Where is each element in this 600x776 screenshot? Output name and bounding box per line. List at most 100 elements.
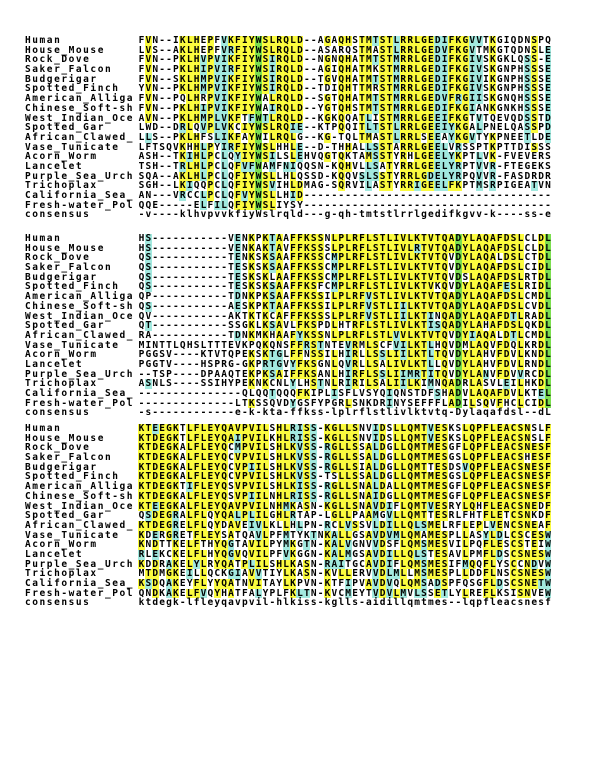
residue-cell: H xyxy=(338,368,345,380)
residue-cell: - xyxy=(303,44,310,56)
residue-cell: V xyxy=(331,568,338,580)
residue-cell: K xyxy=(248,262,256,274)
residue-cell: - xyxy=(221,252,227,264)
residue-cell: T xyxy=(144,461,152,473)
residue-cell: F xyxy=(289,300,297,312)
residue-cell: L xyxy=(489,587,497,599)
sequence-text: KTEEGKTLFLEYQAVPVILSHLRISS-KGLLSNVIDSLLQ… xyxy=(138,423,552,434)
residue-cell: F xyxy=(482,539,490,551)
residue-cell: Q xyxy=(406,578,414,589)
residue-cell: P xyxy=(241,510,249,522)
residue-cell: T xyxy=(303,587,311,599)
residue-cell: L xyxy=(220,190,228,201)
residue-cell: q xyxy=(483,407,489,419)
residue-cell: S xyxy=(310,233,318,244)
residue-cell: Q xyxy=(482,252,490,264)
residue-cell: R xyxy=(524,281,531,293)
residue-cell: P xyxy=(206,190,214,201)
residue-cell: G xyxy=(275,358,283,370)
residue-cell: D xyxy=(537,242,545,254)
residue-cell: T xyxy=(420,368,428,380)
residue-cell: L xyxy=(289,131,297,143)
residue-cell: - xyxy=(179,199,186,211)
residue-cell: V xyxy=(399,291,407,303)
residue-cell: K xyxy=(262,242,269,254)
residue-cell: C xyxy=(214,190,221,201)
residue-cell: - xyxy=(441,199,448,211)
residue-cell: F xyxy=(214,44,221,56)
residue-cell: D xyxy=(517,141,524,153)
residue-cell: L xyxy=(159,378,165,390)
residue-cell: g xyxy=(421,209,427,221)
residue-cell: L xyxy=(344,442,352,454)
residue-cell: E xyxy=(469,519,476,531)
residue-cell: H xyxy=(338,141,345,153)
residue-cell: - xyxy=(166,291,172,303)
residue-cell: V xyxy=(399,252,407,264)
residue-cell: L xyxy=(399,529,407,541)
residue-cell: R xyxy=(351,339,359,351)
residue-cell: I xyxy=(269,568,276,580)
residue-cell: L xyxy=(516,291,524,303)
residue-cell: N xyxy=(503,73,510,85)
residue-cell: K xyxy=(331,170,338,182)
residue-cell: L xyxy=(200,578,207,589)
residue-cell: S xyxy=(516,481,524,493)
residue-cell: C xyxy=(510,481,517,493)
residue-cell: l xyxy=(186,209,193,221)
residue-cell: Q xyxy=(337,122,345,134)
residue-cell: N xyxy=(523,558,531,570)
residue-cell: H xyxy=(275,490,283,502)
residue-cell: G xyxy=(331,397,338,409)
alignment-row: Saker_Falcon FVN--PKLHIPVIRFIYWSIRQLD--AG… xyxy=(0,65,600,75)
residue-cell: S xyxy=(455,471,462,483)
residue-cell: I xyxy=(310,388,317,399)
residue-cell: H xyxy=(283,170,290,182)
residue-cell: R xyxy=(489,180,497,192)
residue-cell: N xyxy=(523,500,531,512)
residue-cell: g xyxy=(462,209,469,221)
residue-cell: L xyxy=(213,112,221,124)
residue-cell: C xyxy=(524,252,531,264)
residue-cell: A xyxy=(489,242,497,254)
residue-cell: H xyxy=(303,151,310,163)
residue-cell: I xyxy=(262,131,269,143)
residue-cell: L xyxy=(186,131,194,143)
residue-cell: G xyxy=(228,358,234,370)
residue-cell: K xyxy=(303,310,311,322)
residue-cell: G xyxy=(496,93,503,105)
residue-cell: Q xyxy=(276,388,283,399)
residue-cell: S xyxy=(144,262,152,274)
residue-cell: D xyxy=(379,461,387,473)
residue-cell: E xyxy=(530,568,538,580)
residue-cell: L xyxy=(365,180,373,192)
residue-cell: W xyxy=(255,35,263,46)
residue-cell: Y xyxy=(297,529,303,541)
species-label: Saker_Falcon xyxy=(25,262,113,274)
residue-cell: A xyxy=(448,233,455,244)
residue-cell: G xyxy=(241,320,248,332)
residue-cell: V xyxy=(359,578,365,589)
residue-cell: A xyxy=(227,423,235,434)
residue-cell: L xyxy=(538,44,544,56)
residue-cell: S xyxy=(152,44,159,56)
residue-cell: Y xyxy=(276,568,283,580)
residue-cell: K xyxy=(172,471,180,483)
residue-cell: S xyxy=(516,587,524,599)
residue-cell: H xyxy=(344,35,352,46)
residue-cell: F xyxy=(138,102,145,114)
residue-cell: K xyxy=(138,500,145,512)
residue-cell: S xyxy=(441,442,449,454)
residue-cell: A xyxy=(241,539,248,551)
residue-cell: N xyxy=(145,587,152,599)
residue-cell: a xyxy=(476,407,482,419)
residue-cell: K xyxy=(227,131,235,143)
residue-cell: - xyxy=(159,252,165,264)
residue-cell: C xyxy=(524,397,531,409)
residue-cell: F xyxy=(276,160,283,172)
residue-cell: T xyxy=(324,122,331,134)
residue-cell: A xyxy=(330,539,338,551)
residue-cell: F xyxy=(448,180,455,192)
residue-cell: K xyxy=(138,519,145,531)
residue-cell: L xyxy=(365,170,373,182)
